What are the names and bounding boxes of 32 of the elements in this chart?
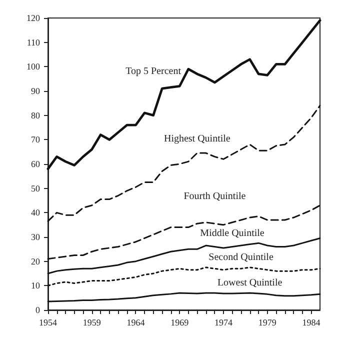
x-tick-label: 1969 xyxy=(170,318,190,328)
series-label: Lowest Quintile xyxy=(217,277,283,288)
y-tick-label: 50 xyxy=(31,183,40,194)
y-tick-label: 0 xyxy=(36,305,40,315)
line-series xyxy=(47,292,321,302)
line-series xyxy=(47,204,321,260)
x-tick-label: 1979 xyxy=(258,318,277,328)
x-tick-label: 1954 xyxy=(39,318,58,328)
series-label: Second Quintile xyxy=(208,252,274,264)
y-tick-label: 10 xyxy=(31,280,40,291)
y-tick-label: 20 xyxy=(31,256,40,266)
x-tick-label: 1964 xyxy=(126,318,146,328)
series-label: Middle Quintile xyxy=(200,228,265,240)
line-series xyxy=(47,237,321,274)
y-tick-label: 100 xyxy=(26,62,40,72)
y-tick-label: 30 xyxy=(31,232,40,242)
y-tick-label: 40 xyxy=(31,208,40,218)
line-series xyxy=(46,19,322,170)
line-series xyxy=(47,266,321,286)
y-tick-label: 60 xyxy=(31,159,40,169)
series-label: Highest Quintile xyxy=(164,134,231,145)
x-tick-label: 1959 xyxy=(82,318,102,328)
y-tick-label: 120 xyxy=(26,13,40,23)
series-label: Top 5 Percent xyxy=(126,66,182,77)
y-tick-label: 90 xyxy=(31,86,40,96)
series-label: Fourth Quintile xyxy=(184,191,246,202)
x-tick-label: 1974 xyxy=(214,318,233,328)
y-tick-label: 70 xyxy=(31,134,40,145)
y-tick-label: 80 xyxy=(31,110,40,120)
y-tick-label: 110 xyxy=(26,37,40,48)
line-series xyxy=(47,104,321,222)
x-tick-label: 1984 xyxy=(302,318,321,328)
